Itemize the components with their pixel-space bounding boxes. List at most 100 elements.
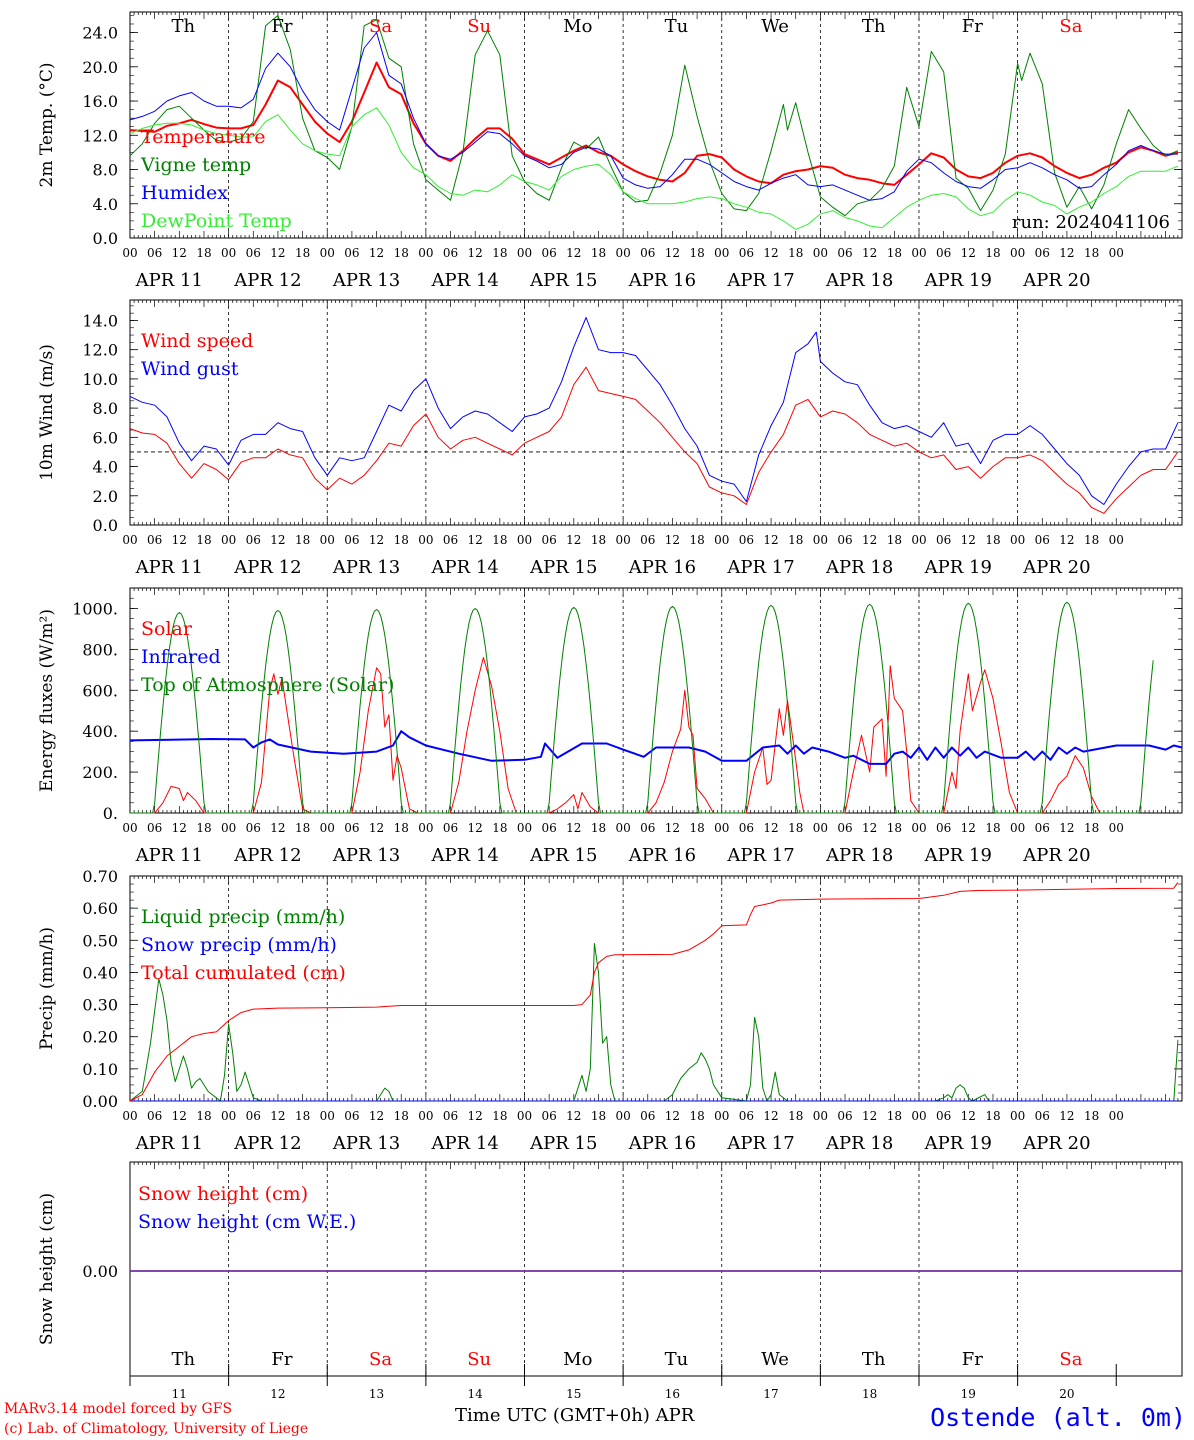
hour-tick-label: 00 <box>1010 1109 1025 1123</box>
hour-tick-label: 06 <box>837 246 852 260</box>
hour-tick-label: 06 <box>1035 533 1050 547</box>
hour-tick-label: 06 <box>936 533 951 547</box>
hour-tick-label: 12 <box>862 246 877 260</box>
hour-tick-label: 18 <box>1084 246 1099 260</box>
date-label: APR 16 <box>628 270 696 291</box>
y-tick-label: 400. <box>82 722 118 741</box>
hour-tick-label: 18 <box>985 821 1000 835</box>
hour-tick-label: 00 <box>122 821 137 835</box>
weekday-label: Su <box>467 16 491 37</box>
y-tick-label: 8.0 <box>93 399 118 418</box>
hour-tick-label: 12 <box>1059 1109 1074 1123</box>
hour-tick-label: 18 <box>985 246 1000 260</box>
y-axis-title: Energy fluxes (W/m²) <box>37 609 57 792</box>
date-label: APR 17 <box>726 270 794 291</box>
legend-entry: Snow precip (mm/h) <box>141 934 337 956</box>
legend-entry: Humidex <box>141 182 228 204</box>
hour-tick-label: 00 <box>615 246 630 260</box>
date-label: APR 11 <box>135 557 203 578</box>
hour-tick-label: 18 <box>887 1109 902 1123</box>
hour-tick-label: 00 <box>418 821 433 835</box>
hour-tick-label: 18 <box>394 821 409 835</box>
day-number: 18 <box>862 1387 877 1401</box>
hour-tick-label: 06 <box>147 1109 162 1123</box>
hour-tick-label: 00 <box>615 1109 630 1123</box>
hour-tick-label: 06 <box>640 821 655 835</box>
hour-tick-label: 00 <box>1109 821 1124 835</box>
hour-tick-label: 18 <box>788 1109 803 1123</box>
hour-tick-label: 06 <box>1035 246 1050 260</box>
hour-tick-label: 00 <box>221 821 236 835</box>
hour-tick-label: 12 <box>369 1109 384 1123</box>
date-label: APR 20 <box>1022 1133 1090 1154</box>
hour-tick-label: 06 <box>344 246 359 260</box>
legend-entry: Snow height (cm) <box>138 1183 308 1205</box>
hour-tick-label: 18 <box>985 1109 1000 1123</box>
weekday-label: Th <box>172 1349 196 1370</box>
hour-tick-label: 00 <box>813 1109 828 1123</box>
legend-entry: Temperature <box>141 126 265 148</box>
hour-tick-label: 06 <box>344 821 359 835</box>
date-label: APR 14 <box>431 270 499 291</box>
weekday-label: Fr <box>271 16 292 37</box>
hour-tick-label: 00 <box>714 533 729 547</box>
hour-tick-label: 06 <box>640 246 655 260</box>
day-number: 14 <box>468 1387 484 1401</box>
y-tick-label: 0.40 <box>82 963 118 982</box>
date-label: APR 18 <box>825 557 893 578</box>
legend-entry: DewPoint Temp <box>141 210 292 232</box>
hour-tick-label: 06 <box>246 246 261 260</box>
hour-tick-label: 00 <box>517 246 532 260</box>
y-tick-label: 1000. <box>72 599 118 618</box>
hour-tick-label: 12 <box>961 1109 976 1123</box>
weekday-label: Th <box>862 1349 886 1370</box>
panel-1: 0.0 4.0 8.0 12.0 16.0 20.0 24.0 2m Temp. (°C) 00… <box>37 11 1183 291</box>
hour-tick-label: 00 <box>714 821 729 835</box>
y-axis-title: 10m Wind (m/s) <box>37 344 57 481</box>
y-tick-label: 4.0 <box>93 195 118 214</box>
series-line-1-1 <box>129 14 1179 217</box>
hour-tick-label: 06 <box>147 533 162 547</box>
series-line-1-3 <box>129 107 1179 230</box>
date-label: APR 12 <box>233 270 301 291</box>
hour-tick-label: 18 <box>689 821 704 835</box>
hour-tick-label: 00 <box>813 246 828 260</box>
hour-tick-label: 06 <box>1035 1109 1050 1123</box>
y-tick-label: 0. <box>103 804 118 823</box>
hour-tick-label: 18 <box>492 533 507 547</box>
day-number: 16 <box>665 1387 680 1401</box>
hour-tick-label: 12 <box>961 821 976 835</box>
series-line-3-2 <box>130 601 1154 814</box>
panel-2: 0.0 2.0 4.0 6.0 8.0 10.0 12.0 14.0 10m Wind (m/s… <box>37 299 1183 578</box>
date-label: APR 18 <box>825 845 893 866</box>
legend-entry: Liquid precip (mm/h) <box>141 906 345 928</box>
y-tick-label: 0.20 <box>82 1028 118 1047</box>
hour-tick-label: 12 <box>270 1109 285 1123</box>
hour-tick-label: 12 <box>566 533 581 547</box>
series-line-4-2 <box>129 882 1179 1102</box>
y-axis-title: Precip (mm/h) <box>37 927 57 1050</box>
series-line-1-2 <box>129 32 1178 201</box>
date-label: APR 20 <box>1022 557 1090 578</box>
hour-tick-label: 18 <box>689 533 704 547</box>
series-line-2-1 <box>129 317 1179 505</box>
hour-tick-label: 00 <box>221 533 236 547</box>
hour-tick-label: 00 <box>418 533 433 547</box>
hour-tick-label: 00 <box>1109 533 1124 547</box>
hour-tick-label: 00 <box>911 533 926 547</box>
hour-tick-label: 06 <box>443 1109 458 1123</box>
series-line-3-1 <box>129 730 1183 765</box>
hour-tick-label: 12 <box>665 533 680 547</box>
hour-tick-label: 12 <box>270 246 285 260</box>
y-tick-label: 8.0 <box>93 161 118 180</box>
weekday-label: Fr <box>962 1349 983 1370</box>
legend-entry: Snow height (cm W.E.) <box>138 1211 356 1233</box>
date-label: APR 17 <box>726 557 794 578</box>
hour-tick-label: 06 <box>147 821 162 835</box>
y-tick-label: 16.0 <box>82 92 118 111</box>
hour-tick-label: 18 <box>985 533 1000 547</box>
hour-tick-label: 12 <box>468 1109 483 1123</box>
hour-tick-label: 06 <box>837 533 852 547</box>
weekday-label: Sa <box>369 1349 392 1370</box>
hour-tick-label: 18 <box>591 821 606 835</box>
